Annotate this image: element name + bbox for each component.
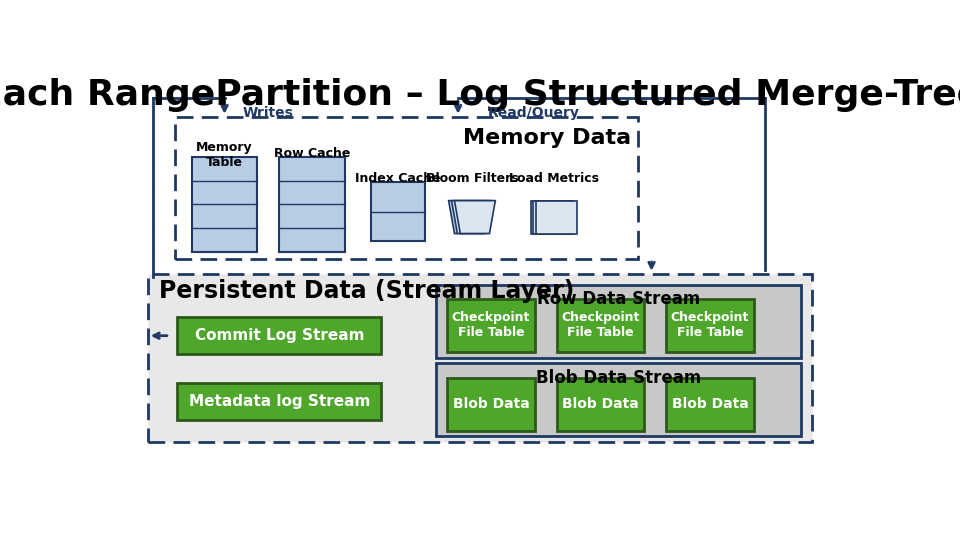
Text: Metadata log Stream: Metadata log Stream — [188, 394, 370, 409]
Text: Load Metrics: Load Metrics — [510, 172, 599, 185]
Text: Each RangePartition – Log Structured Merge-Tree: Each RangePartition – Log Structured Mer… — [0, 78, 960, 112]
Polygon shape — [534, 201, 574, 233]
Text: Writes: Writes — [243, 106, 294, 120]
FancyBboxPatch shape — [177, 318, 381, 354]
FancyBboxPatch shape — [371, 183, 425, 241]
Text: Row Data Stream: Row Data Stream — [537, 291, 700, 308]
Text: Commit Log Stream: Commit Log Stream — [195, 328, 364, 343]
Text: Row Cache: Row Cache — [274, 147, 350, 160]
Text: Memory Data: Memory Data — [463, 127, 631, 147]
FancyBboxPatch shape — [666, 378, 754, 430]
FancyBboxPatch shape — [666, 299, 754, 352]
FancyBboxPatch shape — [436, 363, 802, 436]
Text: Blob Data: Blob Data — [452, 397, 529, 411]
FancyBboxPatch shape — [177, 383, 381, 420]
FancyBboxPatch shape — [557, 378, 644, 430]
Polygon shape — [536, 201, 577, 233]
Text: Checkpoint
File Table: Checkpoint File Table — [671, 312, 749, 340]
FancyBboxPatch shape — [192, 157, 257, 252]
FancyBboxPatch shape — [557, 299, 644, 352]
FancyBboxPatch shape — [148, 274, 812, 442]
Polygon shape — [451, 201, 492, 233]
Polygon shape — [454, 201, 495, 233]
Text: Blob Data: Blob Data — [562, 397, 638, 411]
Text: Persistent Data (Stream Layer): Persistent Data (Stream Layer) — [158, 280, 574, 303]
Text: Checkpoint
File Table: Checkpoint File Table — [562, 312, 639, 340]
Text: Blob Data: Blob Data — [672, 397, 748, 411]
FancyBboxPatch shape — [447, 378, 535, 430]
FancyBboxPatch shape — [175, 117, 638, 259]
FancyBboxPatch shape — [279, 157, 345, 252]
Text: Blob Data Stream: Blob Data Stream — [536, 369, 702, 387]
FancyBboxPatch shape — [447, 299, 535, 352]
Text: Checkpoint
File Table: Checkpoint File Table — [452, 312, 530, 340]
Polygon shape — [448, 201, 490, 233]
FancyBboxPatch shape — [436, 285, 802, 357]
Text: Bloom Filters: Bloom Filters — [425, 172, 518, 185]
Polygon shape — [531, 201, 572, 233]
Text: Read/Query: Read/Query — [488, 106, 579, 120]
Text: Memory
Table: Memory Table — [196, 141, 252, 169]
Text: Index Cache: Index Cache — [355, 172, 441, 185]
